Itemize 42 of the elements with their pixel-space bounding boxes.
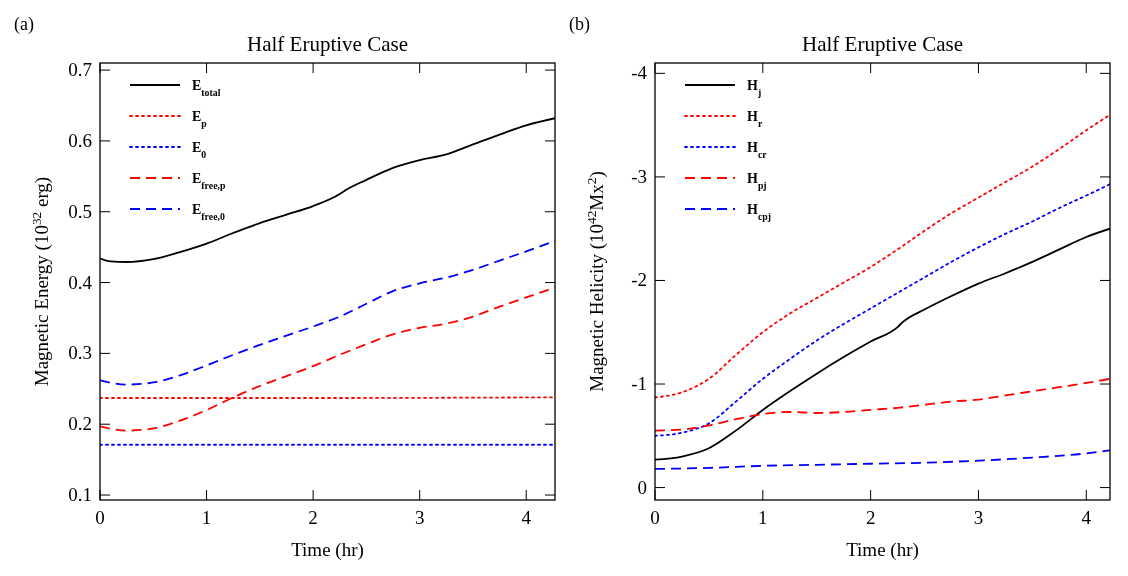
y-tick-label: 0.3 xyxy=(68,342,92,364)
y-tick-label: -4 xyxy=(631,62,648,84)
y-tick-label: 0.6 xyxy=(68,129,92,151)
x-tick-label: 4 xyxy=(521,507,532,528)
y-tick-label: 0.1 xyxy=(68,484,92,506)
legend-label: E$_{p}$ xyxy=(192,109,208,129)
y-tick-label: -1 xyxy=(631,373,647,395)
y-tick-label: 0.4 xyxy=(68,271,93,293)
line-series xyxy=(655,183,1110,437)
text: (a) xyxy=(14,14,34,35)
legend-label: E$_{total}$ xyxy=(192,78,221,98)
x-tick-label: 3 xyxy=(973,507,984,528)
y-tick-label: -3 xyxy=(631,165,647,187)
x-tick-label: 1 xyxy=(201,507,212,528)
x-tick-label: 3 xyxy=(414,507,425,528)
line-series xyxy=(655,377,1110,432)
legend-label: H$_{cr}$ xyxy=(747,140,768,160)
x-tick-label: 4 xyxy=(1081,507,1092,528)
line-series xyxy=(655,113,1110,399)
text: (b) xyxy=(569,14,590,35)
x-tick-label: 2 xyxy=(308,507,318,528)
chart-title: Half Eruptive Case xyxy=(802,32,963,56)
legend-label: H$_{pj}$ xyxy=(747,171,767,191)
x-tick-label: 0 xyxy=(95,507,105,528)
y-tick-label: 0 xyxy=(637,476,647,498)
x-tick-label: 1 xyxy=(758,507,768,528)
legend-label: E$_{free,0}$ xyxy=(192,202,225,222)
y-tick-label: 0.7 xyxy=(68,59,92,81)
x-axis-title: Time (hr) xyxy=(846,539,919,561)
legend-label: H$_{j}$ xyxy=(747,78,762,98)
legend-label: H$_{r}$ xyxy=(747,109,763,129)
chart-title: Half Eruptive Case xyxy=(247,32,408,56)
x-axis-title: Time (hr) xyxy=(291,539,364,561)
legend-label: E$_{free,p}$ xyxy=(192,171,226,191)
y-tick-label: 0.5 xyxy=(68,200,92,222)
y-tick-label: 0.2 xyxy=(68,413,92,435)
x-tick-label: 2 xyxy=(865,507,876,528)
legend-label: H$_{cpj}$ xyxy=(747,202,771,222)
line-series xyxy=(655,449,1110,470)
y-tick-label: -2 xyxy=(631,269,647,291)
legend-label: E$_{0}$ xyxy=(192,140,207,160)
x-tick-label: 0 xyxy=(650,507,660,528)
